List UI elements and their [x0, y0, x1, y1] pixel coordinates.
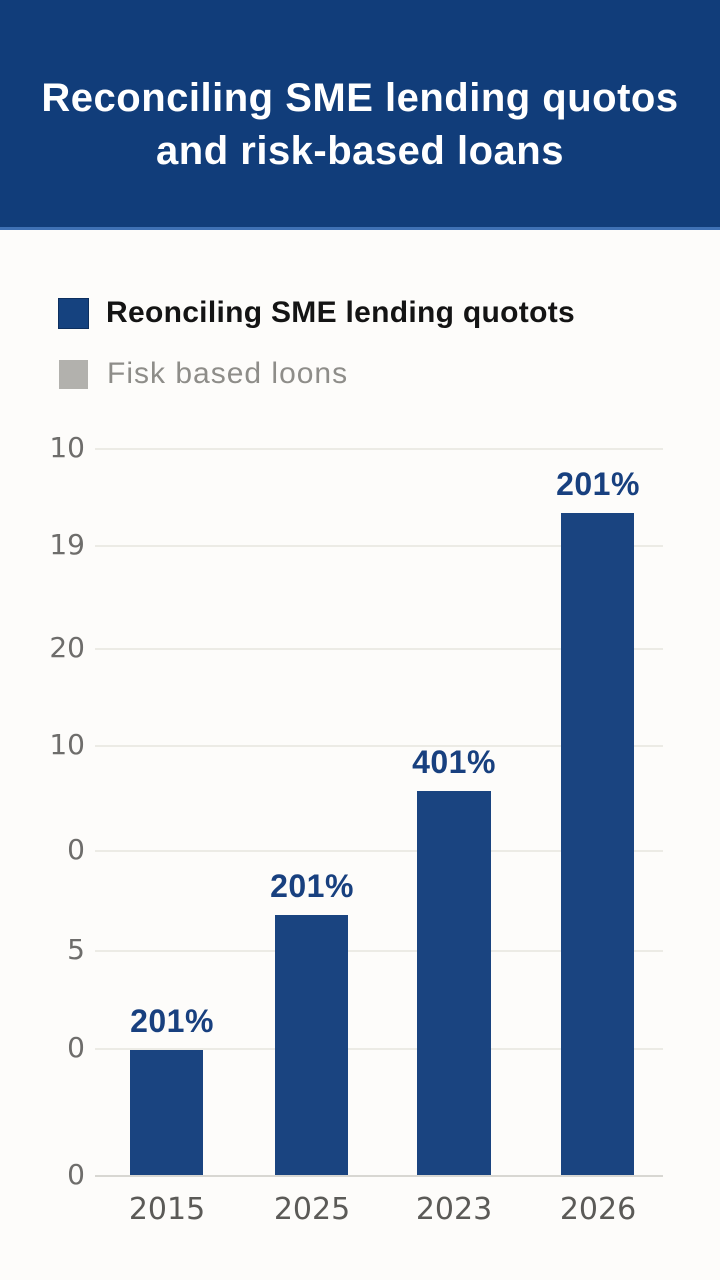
gridline	[95, 448, 663, 450]
bar-2026	[561, 513, 634, 1175]
x-tick-label-2026: 2026	[559, 1192, 637, 1227]
y-tick-label: 0	[67, 1031, 85, 1064]
bar-2015	[130, 1050, 203, 1175]
gridline	[95, 1048, 663, 1050]
gridline	[95, 950, 663, 952]
legend-label-quotas: Reonciling SME lending quotots	[106, 296, 575, 329]
x-axis-baseline	[95, 1175, 663, 1177]
x-tick-label-2025: 2025	[273, 1192, 351, 1227]
y-tick-label: 19	[49, 528, 85, 561]
gridline	[95, 850, 663, 852]
y-tick-label: 10	[49, 728, 85, 761]
title-banner: Reconciling SME lending quotos and risk-…	[0, 0, 720, 230]
x-tick-label-2015: 2015	[128, 1192, 206, 1227]
y-tick-label: 10	[49, 431, 85, 464]
legend-label-risk: Fisk based loons	[107, 357, 349, 390]
legend-item-risk: Fisk based loons	[58, 357, 575, 391]
y-tick-label: 0	[67, 833, 85, 866]
bar-value-label-2026: 201%	[556, 466, 640, 502]
gridline	[95, 545, 663, 547]
bar-2025	[275, 915, 348, 1175]
gridline	[95, 745, 663, 747]
bar-2023	[417, 791, 491, 1175]
y-tick-label: 0	[67, 1158, 85, 1191]
legend-swatch-gray-icon	[59, 359, 88, 389]
page-title: Reconciling SME lending quotos and risk-…	[0, 72, 720, 178]
legend-item-quotas: Reonciling SME lending quotots	[58, 296, 575, 330]
gridline	[95, 648, 663, 650]
chart-legend: Reonciling SME lending quotots Fisk base…	[58, 296, 575, 418]
bar-value-label-2023: 401%	[412, 744, 496, 780]
page-title-line1: Reconciling SME lending quotos	[41, 76, 679, 120]
page-title-line2: and risk-based loans	[156, 128, 564, 173]
y-tick-label: 20	[49, 631, 85, 664]
x-tick-label-2023: 2023	[415, 1192, 493, 1227]
bar-value-label-2025: 201%	[270, 868, 354, 904]
legend-swatch-blue-icon	[58, 297, 89, 329]
bar-value-label-2015: 201%	[130, 1003, 214, 1039]
y-tick-label: 5	[67, 933, 85, 966]
